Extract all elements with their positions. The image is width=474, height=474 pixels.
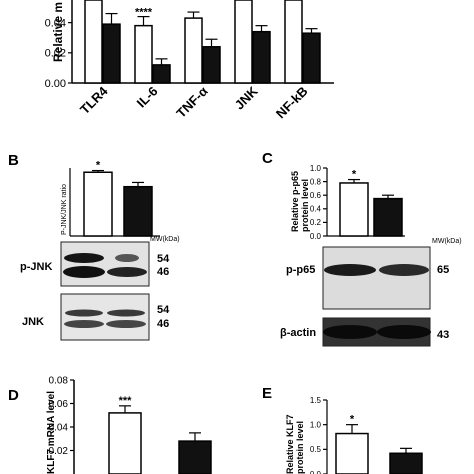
panel-c-ytick-label: 0.0 — [310, 232, 322, 241]
pp65-blot — [322, 246, 431, 310]
actin-mw: 43 — [437, 329, 449, 341]
panel-c-ytick-label: 0.4 — [310, 205, 322, 214]
pjnk-band-1b — [63, 266, 105, 278]
jnk-mw-bottom: 46 — [157, 318, 169, 330]
panel-c-bar — [373, 197, 403, 237]
panel-b-letter: B — [8, 152, 19, 169]
panel-a-ylabel: Relative m — [51, 2, 65, 62]
jnk-band-1b — [64, 320, 104, 328]
pjnk-label: p-JNK — [20, 261, 52, 273]
panel-a-significance: **** — [135, 7, 153, 19]
panel-c-ylabel-line1: Relative p-p65 — [290, 171, 300, 232]
panel-d-ytick-label: 0.04 — [49, 423, 69, 434]
jnk-band-2a — [107, 309, 145, 317]
jnk-label: JNK — [22, 316, 44, 328]
panel-d: D KLF7 mRNA level 0.02 0.04 0.06 0.08 *** — [8, 376, 212, 474]
panel-a-bar — [84, 0, 103, 84]
panel-a-bar — [202, 46, 221, 84]
panel-c-letter: C — [262, 150, 273, 167]
pjnk-band-1a — [64, 253, 104, 263]
panel-b: B P-JNK/JNK ratio * MW(kDa) p-JNK 54 46 … — [8, 152, 180, 341]
panel-d-ylabel: KLF7 mRNA level — [46, 391, 57, 474]
panel-e-bar — [335, 432, 369, 474]
panel-a: Relative m 0.00 0.02 0.04 **** TLR4 IL-6 TNF… — [45, 0, 334, 121]
panel-c-ytick-label: 0.2 — [310, 218, 322, 227]
panel-b-ylabel: P-JNK/JNK ratio — [61, 184, 68, 235]
panel-c-ylabel-line2: protein level — [300, 179, 310, 232]
panel-e-ylabel-line2: protein level — [295, 421, 305, 474]
pp65-band-1 — [324, 264, 376, 276]
panel-b-bar — [123, 185, 153, 237]
panel-e: E Relative KLF7 protein level 0.0 0.5 1.0 1… — [262, 385, 423, 474]
pjnk-mw-top: 54 — [157, 253, 170, 265]
panel-c-ytick-label: 1.0 — [310, 164, 322, 173]
panel-a-bar — [102, 23, 121, 84]
panel-e-ylabel-line1: Relative KLF7 — [285, 414, 295, 474]
panel-a-ytick-label: 0.00 — [45, 78, 66, 90]
pp65-mw: 65 — [437, 264, 449, 276]
panel-d-ytick-label: 0.06 — [49, 399, 69, 410]
panel-a-xlabel: TLR4 — [77, 83, 111, 117]
panel-a-bar — [252, 30, 271, 84]
panel-c-bar — [339, 182, 369, 237]
panel-a-bar — [284, 0, 303, 84]
panel-c-significance: * — [352, 169, 357, 181]
panel-a-ytick-label: 0.02 — [45, 48, 66, 60]
panel-e-letter: E — [262, 385, 272, 402]
jnk-band-2b — [106, 320, 146, 328]
panel-a-bar — [134, 24, 153, 84]
panel-a-bar — [234, 0, 253, 84]
panel-a-xlabel: JNK — [232, 83, 261, 112]
panel-e-bar — [389, 452, 423, 474]
panel-d-letter: D — [8, 387, 19, 404]
panel-b-bar — [83, 171, 113, 237]
panel-a-xlabel: IL-6 — [134, 84, 161, 111]
panel-a-ytick-label: 0.04 — [45, 17, 66, 29]
panel-e-ytick-label: 0.5 — [310, 445, 322, 454]
panel-a-xlabel: TNF-α — [173, 84, 210, 121]
jnk-blot — [60, 293, 150, 341]
panel-e-ytick-label: 1.0 — [310, 420, 322, 429]
jnk-band-1a — [65, 309, 103, 317]
panel-a-bar — [152, 64, 171, 84]
pp65-band-2 — [379, 264, 429, 276]
panel-d-ytick-label: 0.02 — [49, 446, 69, 457]
panel-b-mw-header: MW(kDa) — [150, 236, 180, 243]
panel-e-ytick-label: 1.5 — [310, 396, 322, 405]
panel-d-ytick-label: 0.08 — [49, 376, 69, 387]
actin-label: β-actin — [280, 327, 316, 339]
actin-band-1 — [323, 325, 377, 339]
actin-band-2 — [377, 325, 431, 339]
pjnk-band-2b — [107, 267, 147, 277]
panel-a-xlabel: NF-kB — [273, 84, 311, 122]
pjnk-blot — [60, 241, 150, 287]
panel-d-bar — [108, 412, 142, 474]
panel-b-significance: * — [96, 160, 101, 172]
panel-d-significance: *** — [119, 395, 133, 407]
pjnk-mw-bottom: 46 — [157, 266, 169, 278]
panel-d-bar — [178, 440, 212, 474]
panel-c-ytick-label: 0.8 — [310, 177, 322, 186]
pp65-label: p-p65 — [286, 264, 315, 276]
jnk-mw-top: 54 — [157, 304, 170, 316]
panel-e-significance: * — [350, 414, 355, 426]
panel-c-mw-header: MW(kDa) — [432, 238, 462, 245]
pjnk-band-2a — [115, 254, 139, 262]
panel-c: C Relative p-p65 protein level 0.0 0.2 0.4… — [262, 150, 462, 347]
panel-e-ytick-label: 0.0 — [310, 470, 322, 474]
panel-c-ytick-label: 0.6 — [310, 191, 322, 200]
panel-a-bar — [302, 32, 321, 84]
panel-a-bar — [184, 17, 203, 84]
